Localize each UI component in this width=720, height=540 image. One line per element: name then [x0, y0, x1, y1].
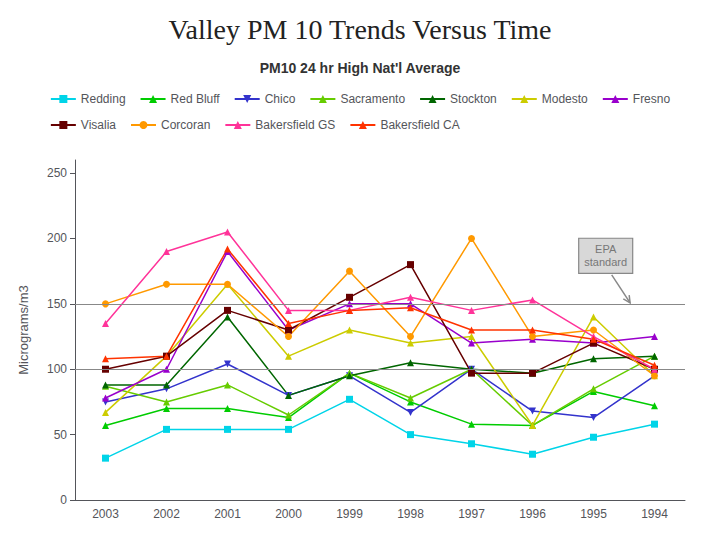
svg-text:150: 150	[47, 297, 67, 311]
svg-text:2000: 2000	[275, 507, 302, 521]
svg-text:EPA: EPA	[595, 243, 617, 255]
svg-text:standard: standard	[584, 256, 627, 268]
svg-text:Micrograms/m3: Micrograms/m3	[16, 285, 31, 375]
svg-text:Visalia: Visalia	[81, 118, 116, 132]
svg-text:Valley PM 10 Trends Versus Tim: Valley PM 10 Trends Versus Time	[168, 14, 551, 45]
svg-text:1998: 1998	[397, 507, 424, 521]
svg-text:PM10 24 hr High Nat'l Average: PM10 24 hr High Nat'l Average	[260, 60, 461, 76]
svg-text:50: 50	[54, 428, 68, 442]
svg-text:1994: 1994	[641, 507, 668, 521]
svg-text:Stockton: Stockton	[450, 92, 497, 106]
svg-text:Redding: Redding	[81, 92, 126, 106]
svg-text:Modesto: Modesto	[542, 92, 588, 106]
svg-text:Sacramento: Sacramento	[340, 92, 405, 106]
svg-text:Bakersfield GS: Bakersfield GS	[255, 118, 335, 132]
svg-text:Fresno: Fresno	[633, 92, 671, 106]
svg-text:Red Bluff: Red Bluff	[171, 92, 221, 106]
svg-text:Corcoran: Corcoran	[161, 118, 210, 132]
svg-text:1996: 1996	[519, 507, 546, 521]
svg-text:200: 200	[47, 231, 67, 245]
svg-text:2002: 2002	[153, 507, 180, 521]
svg-text:1999: 1999	[336, 507, 363, 521]
svg-text:Chico: Chico	[265, 92, 296, 106]
svg-text:Bakersfield CA: Bakersfield CA	[380, 118, 459, 132]
svg-text:100: 100	[47, 362, 67, 376]
svg-text:1997: 1997	[458, 507, 485, 521]
svg-text:2001: 2001	[214, 507, 241, 521]
svg-text:2003: 2003	[92, 507, 119, 521]
svg-text:0: 0	[60, 493, 67, 507]
svg-text:1995: 1995	[580, 507, 607, 521]
svg-text:250: 250	[47, 166, 67, 180]
